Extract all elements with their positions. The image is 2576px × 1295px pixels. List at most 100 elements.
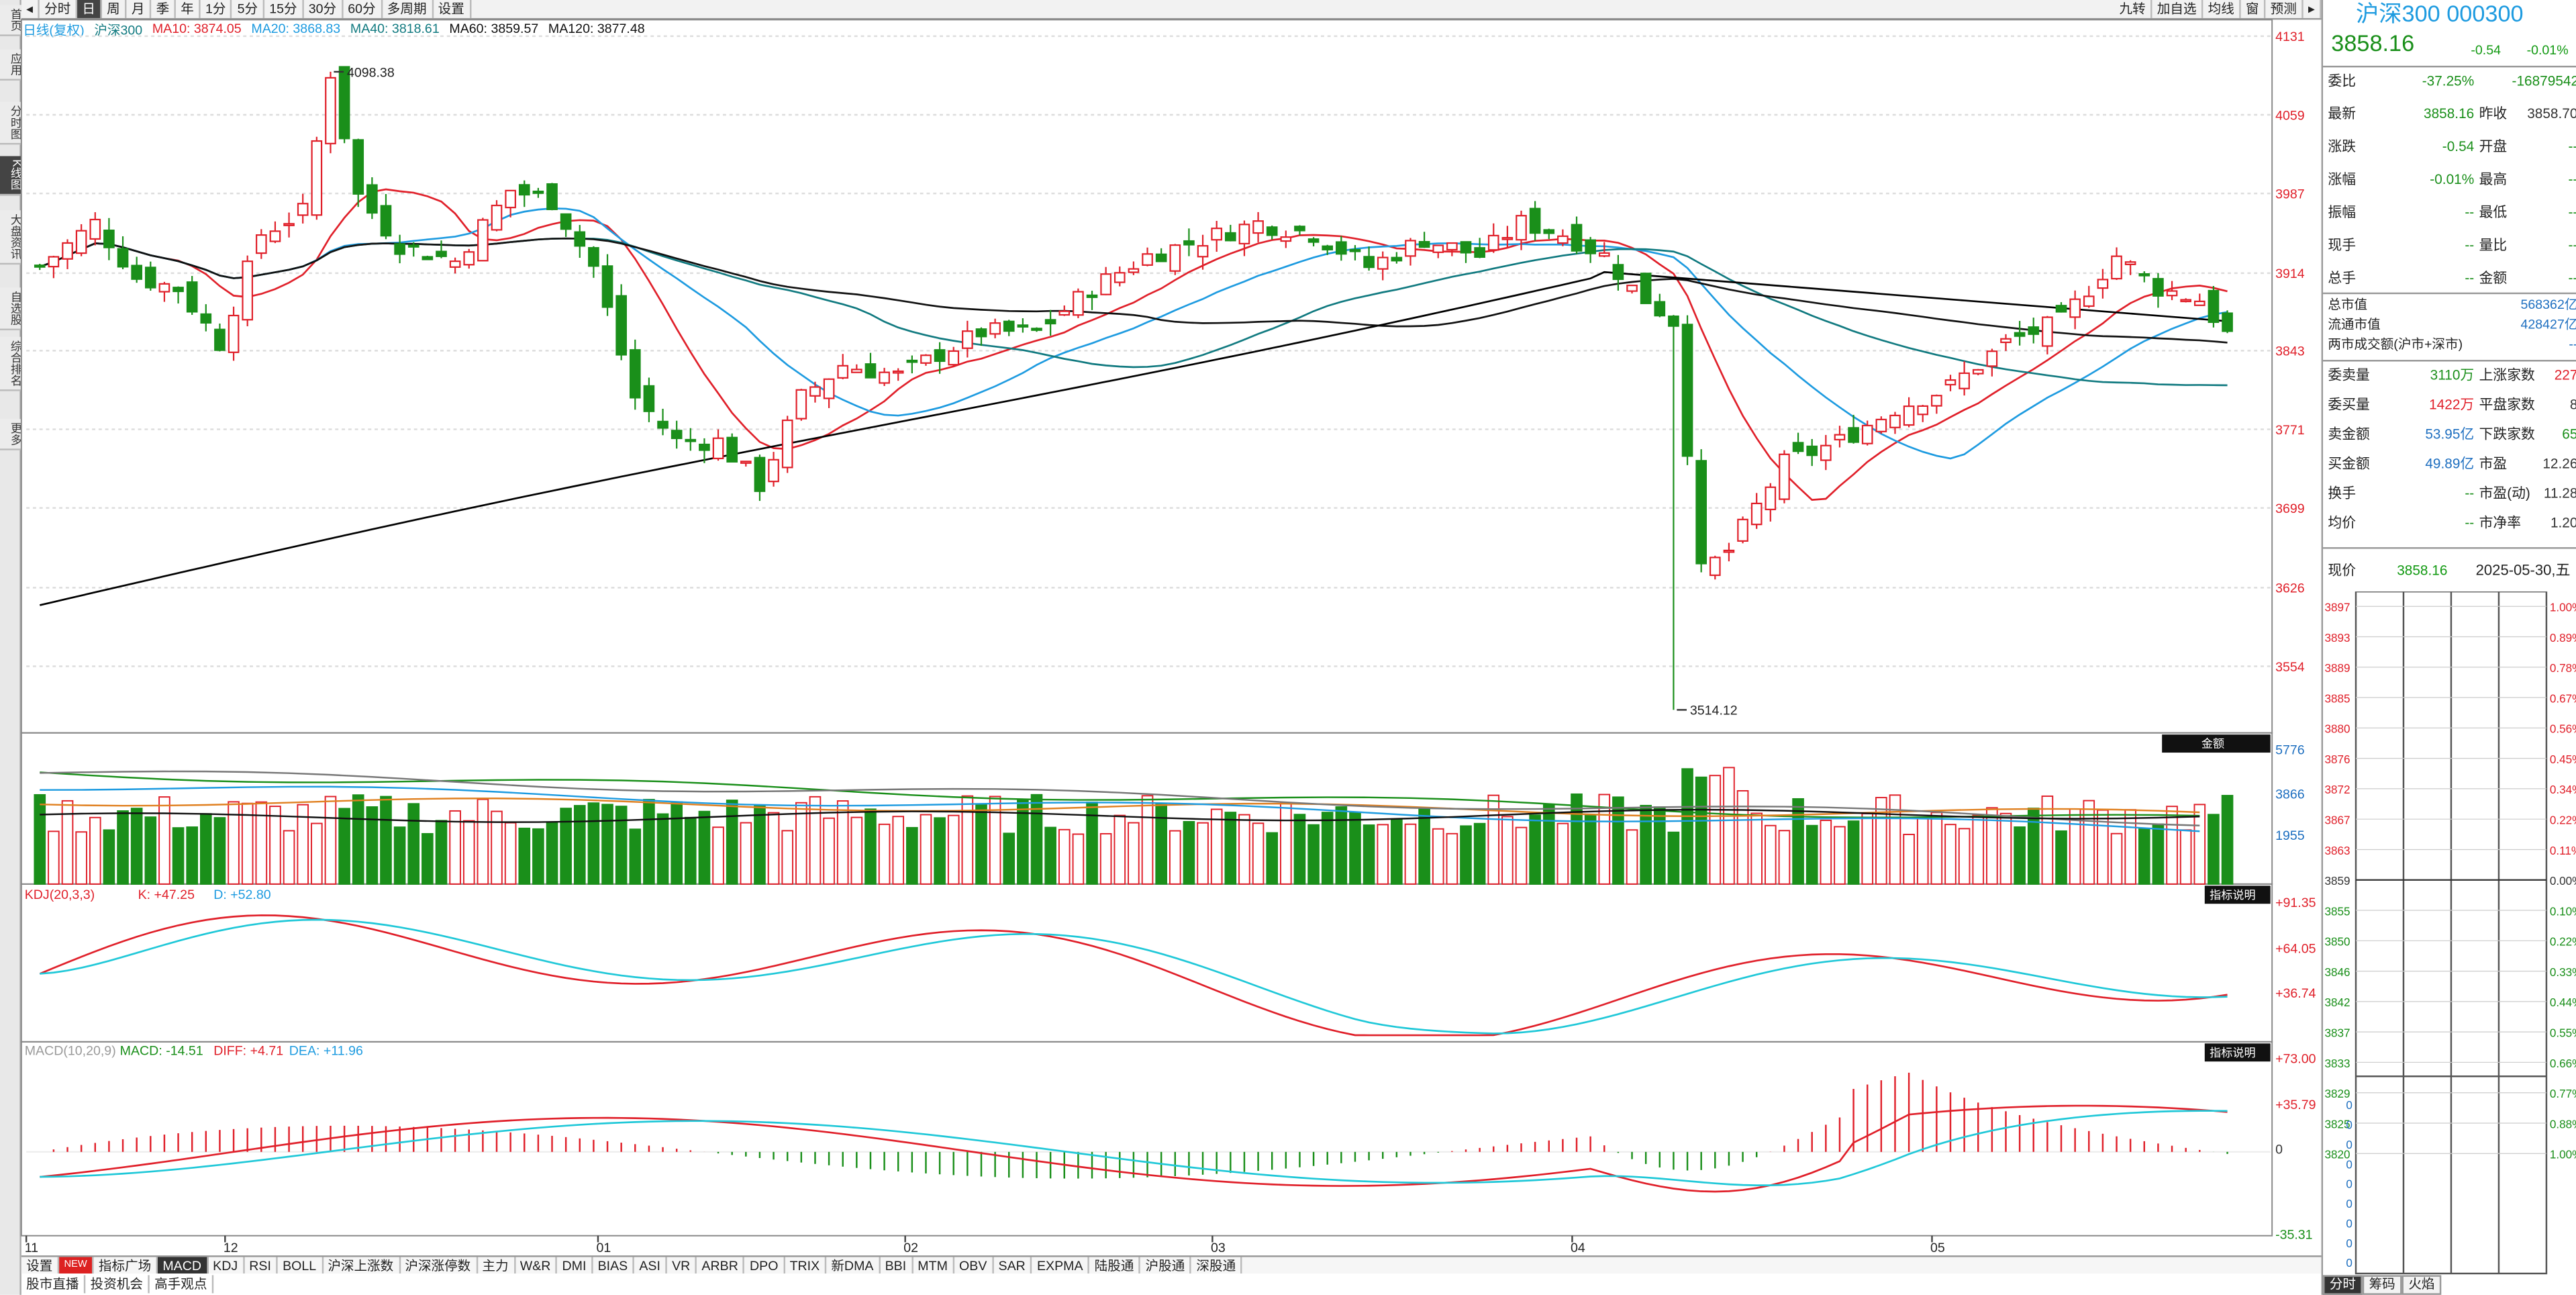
indicator-tab-7[interactable]: 沪深上涨数 bbox=[323, 1257, 401, 1274]
candle-body bbox=[297, 203, 309, 216]
next-arrow-icon[interactable]: ▸ bbox=[2303, 0, 2322, 18]
candle-body bbox=[1128, 268, 1140, 273]
indicator-tab-14[interactable]: VR bbox=[667, 1257, 697, 1274]
toolbar-btn-2[interactable]: 周 bbox=[102, 0, 127, 18]
toolbar-btn-10[interactable]: 60分 bbox=[343, 0, 383, 18]
indicator-tab-18[interactable]: 新DMA bbox=[826, 1257, 881, 1274]
indicator-tab-13[interactable]: ASI bbox=[634, 1257, 667, 1274]
left-nav-2[interactable]: 分时图 bbox=[0, 101, 21, 145]
toolbar-right-3[interactable]: 窗 bbox=[2241, 0, 2266, 18]
candle-body bbox=[1972, 369, 1984, 375]
indicator-tab-21[interactable]: OBV bbox=[954, 1257, 994, 1274]
ladder-price: 3833 bbox=[2324, 1057, 2350, 1070]
volume-bar bbox=[1404, 823, 1417, 885]
indicator-tab-4[interactable]: KDJ bbox=[208, 1257, 244, 1274]
toolbar-btn-3[interactable]: 月 bbox=[127, 0, 152, 18]
candle-body bbox=[588, 247, 599, 267]
ladder-volume-tick: 0 bbox=[2346, 1098, 2352, 1112]
toolbar-btn-7[interactable]: 5分 bbox=[232, 0, 264, 18]
toolbar-btn-12[interactable]: 设置 bbox=[433, 0, 471, 18]
ma-legend: 日线(复权) 沪深300 MA10: 3874.05 MA20: 3868.83… bbox=[23, 21, 644, 38]
volume-bar bbox=[560, 808, 572, 885]
indicator-tab-10[interactable]: W&R bbox=[515, 1257, 558, 1274]
indicator-tab-17[interactable]: TRIX bbox=[785, 1257, 827, 1274]
indicator-tab-15[interactable]: ARBR bbox=[697, 1257, 745, 1274]
s-2-0: 卖金额 bbox=[2328, 425, 2370, 442]
kline-chart[interactable]: 4131 4059 3987 3914 3843 3771 3699 3626 3554 4098… bbox=[0, 0, 2322, 1255]
toolbar-btn-11[interactable]: 多周期 bbox=[382, 0, 434, 18]
candle-body bbox=[283, 223, 295, 226]
candle-body bbox=[1418, 240, 1430, 248]
toolbar-btn-4[interactable]: 季 bbox=[151, 0, 176, 18]
prev-arrow-icon[interactable]: ◂ bbox=[21, 0, 40, 18]
indicator-tab-12[interactable]: BIAS bbox=[593, 1257, 635, 1274]
left-nav-5[interactable]: 自选股 bbox=[0, 287, 21, 330]
s-0-2: 上涨家数 bbox=[2479, 366, 2535, 383]
toolbar-btn-6[interactable]: 1分 bbox=[201, 0, 233, 18]
left-nav-0[interactable]: 首页 bbox=[0, 5, 21, 36]
legend-adjust[interactable]: 日线(复权) bbox=[23, 23, 85, 38]
indicator-tab-23[interactable]: EXPMA bbox=[1032, 1257, 1090, 1274]
intraday-mini-chart[interactable]: 3897 1.00% 3893 0.89% 3889 0.78% 3885 0.67% 3880… bbox=[2323, 591, 2576, 1282]
left-nav-3[interactable]: K线图 bbox=[0, 156, 21, 195]
indicator-tab-3[interactable]: MACD bbox=[157, 1257, 208, 1274]
toolbar-btn-1[interactable]: 日 bbox=[77, 0, 102, 18]
volume-bar bbox=[2179, 829, 2192, 885]
panel-tab-0[interactable]: 分时 bbox=[2323, 1275, 2363, 1295]
indicator-tab-11[interactable]: DMI bbox=[557, 1257, 593, 1274]
bottom-link-2[interactable]: 高手观点 bbox=[150, 1275, 214, 1294]
candle-body bbox=[1183, 240, 1195, 246]
left-nav-7[interactable]: 更多 bbox=[0, 419, 21, 450]
q-0-1: -37.25% bbox=[2422, 72, 2475, 89]
indicator-tab-22[interactable]: SAR bbox=[993, 1257, 1032, 1274]
volume-bar bbox=[2166, 806, 2178, 885]
indicator-tab-2[interactable]: 指标广场 bbox=[94, 1257, 158, 1274]
left-nav-1[interactable]: 应用 bbox=[0, 49, 21, 81]
left-nav-6[interactable]: 综合排名 bbox=[0, 336, 21, 391]
indicator-tab-24[interactable]: 陆股通 bbox=[1089, 1257, 1141, 1274]
indicator-tab-16[interactable]: DPO bbox=[745, 1257, 785, 1274]
indicator-tab-25[interactable]: 沪股通 bbox=[1140, 1257, 1192, 1274]
candle-body bbox=[1446, 242, 1458, 251]
candle-body bbox=[242, 260, 254, 321]
s-1-3: 8 bbox=[2512, 393, 2576, 416]
indicator-tab-9[interactable]: 主力 bbox=[477, 1257, 515, 1274]
volume-bar bbox=[407, 803, 420, 885]
toolbar-btn-5[interactable]: 年 bbox=[176, 0, 201, 18]
ladder-price: 3889 bbox=[2324, 661, 2350, 675]
amount-button bbox=[2162, 734, 2271, 753]
volume-tick: 1955 bbox=[2275, 828, 2305, 843]
toolbar-right-4[interactable]: 预测 bbox=[2265, 0, 2303, 18]
bottom-link-0[interactable]: 股市直播 bbox=[21, 1275, 86, 1294]
candle-body bbox=[1516, 215, 1527, 241]
candle-body bbox=[214, 328, 226, 351]
left-nav-4[interactable]: 大盘资讯 bbox=[0, 210, 21, 265]
indicator-tab-8[interactable]: 沪深涨停数 bbox=[400, 1257, 478, 1274]
indicator-tab-0[interactable]: 设置 bbox=[21, 1257, 60, 1274]
indicator-tab-1[interactable]: NEW bbox=[59, 1257, 94, 1274]
indicator-tab-5[interactable]: RSI bbox=[244, 1257, 278, 1274]
q-2-2: 开盘 bbox=[2479, 138, 2508, 155]
volume-ma-line bbox=[40, 798, 2200, 818]
toolbar-btn-0[interactable]: 分时 bbox=[40, 0, 78, 18]
toolbar-btn-9[interactable]: 30分 bbox=[303, 0, 343, 18]
panel-tab-1[interactable]: 筹码 bbox=[2362, 1275, 2402, 1295]
indicator-tab-20[interactable]: MTM bbox=[913, 1257, 954, 1274]
x-tick-label: 11 bbox=[25, 1241, 38, 1255]
toolbar-btn-8[interactable]: 15分 bbox=[264, 0, 304, 18]
bottom-link-1[interactable]: 投资机会 bbox=[85, 1275, 150, 1294]
legend-ma40: MA40: 3818.61 bbox=[350, 21, 440, 36]
toolbar-right-0[interactable]: 九转 bbox=[2114, 0, 2152, 18]
panel-tab-2[interactable]: 火焰 bbox=[2401, 1275, 2442, 1295]
volume-bar bbox=[1598, 794, 1611, 885]
volume-bar bbox=[338, 808, 350, 885]
toolbar-right-1[interactable]: 加自选 bbox=[2152, 0, 2203, 18]
indicator-tab-26[interactable]: 深股通 bbox=[1191, 1257, 1242, 1274]
s-1-2: 平盘家数 bbox=[2479, 395, 2535, 413]
s-5-1: -- bbox=[2465, 514, 2475, 531]
indicator-tab-6[interactable]: BOLL bbox=[278, 1257, 323, 1274]
ladder-pct: 0.44% bbox=[2550, 996, 2576, 1009]
indicator-tab-19[interactable]: BBI bbox=[880, 1257, 913, 1274]
ladder-price: 3842 bbox=[2324, 996, 2350, 1009]
toolbar-right-2[interactable]: 均线 bbox=[2203, 0, 2241, 18]
